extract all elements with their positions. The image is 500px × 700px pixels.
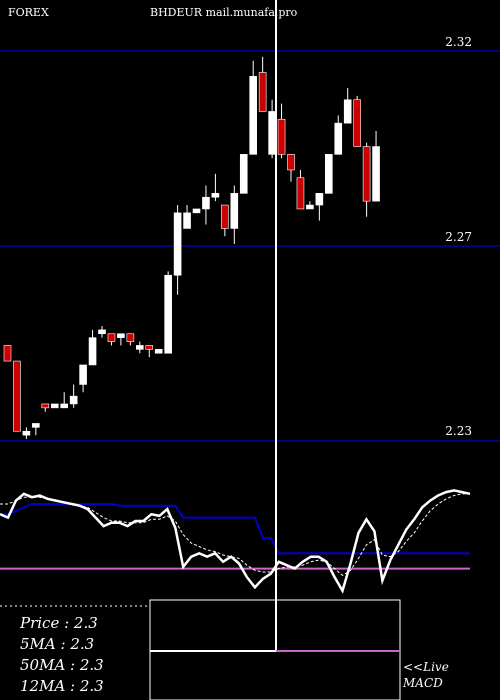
ma5-readout: 5MA : 2.3	[20, 635, 95, 653]
ma50-readout: 50MA : 2.3	[20, 656, 104, 674]
candle-body	[60, 403, 69, 409]
candle-body	[230, 193, 239, 229]
candle-body	[258, 72, 267, 112]
candle-body	[306, 204, 314, 210]
candle-body	[192, 208, 201, 214]
exchange-label: FOREX	[8, 6, 49, 19]
candle-body	[362, 146, 371, 202]
candle-body	[154, 349, 163, 354]
price-readout: Price : 2.3	[20, 614, 98, 632]
candle-body	[107, 333, 116, 342]
candle-body	[315, 193, 324, 206]
signal-line	[0, 493, 470, 577]
candle-body	[164, 274, 172, 354]
candle-body	[324, 154, 333, 194]
live-label: <<Live	[403, 660, 449, 674]
candle-body	[79, 364, 87, 385]
candle-body	[249, 76, 257, 155]
candle-body	[211, 193, 220, 198]
oscillator-line	[0, 489, 471, 594]
candle-body	[183, 212, 191, 229]
candle-body	[136, 345, 144, 350]
moving-average-line	[0, 503, 470, 555]
candle-body	[98, 329, 106, 335]
candle-body	[268, 111, 276, 155]
candle-body	[173, 212, 182, 276]
candle-body	[41, 403, 50, 409]
candle-body	[22, 430, 31, 436]
candle-body	[13, 360, 21, 432]
candle-body	[32, 423, 40, 428]
ma12-readout: 12MA : 2.3	[20, 677, 104, 695]
candle-body	[277, 118, 286, 155]
candle-body	[334, 122, 343, 155]
candle-body	[3, 345, 12, 362]
candle-body	[221, 204, 229, 229]
y-tick-label: 2.23	[445, 424, 472, 438]
candle-body	[353, 99, 361, 147]
candle-body	[145, 345, 154, 350]
chart-title: BHDEUR mail.munafa.pro	[150, 6, 298, 19]
candle-body	[50, 403, 59, 409]
candle-body	[343, 99, 352, 124]
macd-label: MACD	[403, 676, 443, 690]
candle-body	[117, 333, 125, 338]
candle-body	[126, 333, 135, 342]
candle-body	[88, 337, 97, 366]
candle-body	[69, 395, 78, 405]
y-tick-label: 2.32	[445, 35, 472, 49]
candle-body	[202, 196, 210, 210]
candle-body	[296, 177, 305, 210]
candle-body	[239, 154, 248, 194]
candle-body	[372, 146, 380, 202]
y-tick-label: 2.27	[445, 230, 472, 244]
candle-body	[287, 154, 295, 171]
